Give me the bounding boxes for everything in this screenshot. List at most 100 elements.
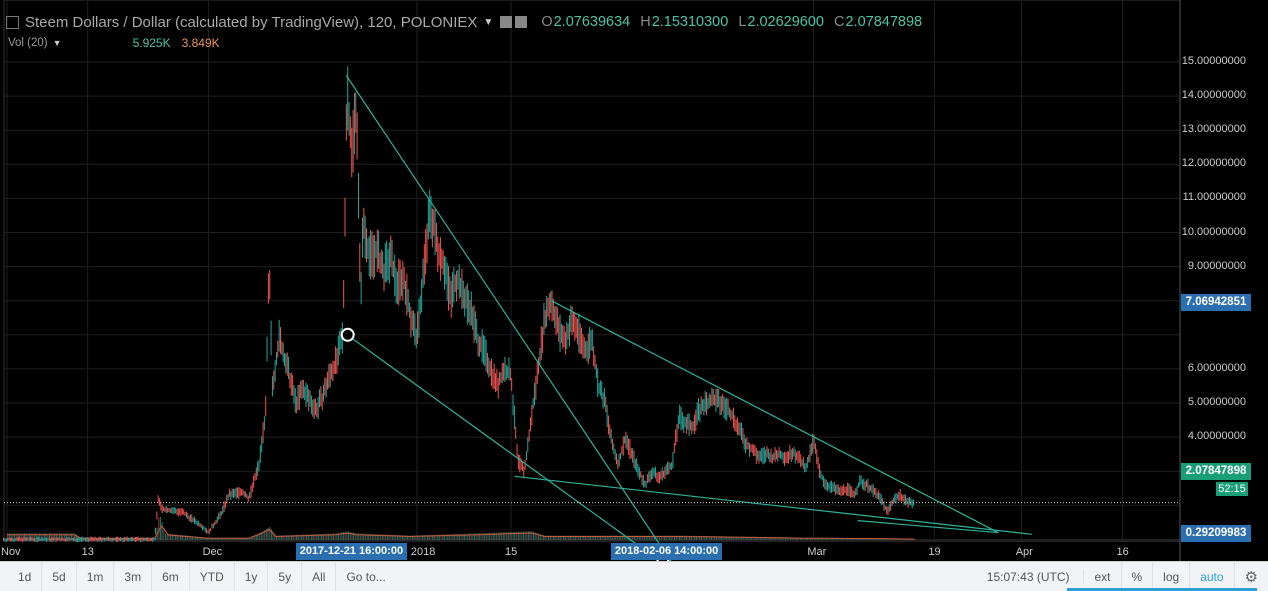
volume-bar	[640, 535, 642, 540]
volume-bar	[663, 535, 666, 540]
range-5y[interactable]: 5y	[268, 562, 303, 591]
volume-bar	[74, 533, 76, 540]
volume-bar	[262, 531, 264, 540]
volume-bar	[756, 536, 758, 540]
volume-bar	[727, 536, 729, 540]
volume-bar	[297, 534, 299, 540]
volume-bar	[722, 536, 724, 540]
clock[interactable]: 15:07:43 (UTC)	[973, 569, 1085, 584]
auto-toggle[interactable]: auto	[1190, 562, 1235, 591]
crosshair-time-label: 2018-02-06 14:00:00	[610, 543, 723, 560]
close-icon[interactable]	[112, 38, 122, 48]
volume-bar	[186, 535, 188, 540]
volume-bar	[579, 535, 582, 540]
close-value: C2.07847898	[834, 14, 923, 30]
volume-bar	[601, 535, 603, 540]
percent-toggle[interactable]: %	[1122, 562, 1154, 591]
volume-bar	[830, 537, 832, 540]
volume-bar	[791, 537, 793, 540]
volume-bar	[645, 535, 647, 540]
volume-bar	[761, 536, 763, 540]
volume-bar	[428, 534, 430, 540]
volume-bar	[124, 537, 126, 540]
range-ytd[interactable]: YTD	[190, 562, 235, 591]
volume-bar	[596, 535, 598, 540]
volume-bar	[393, 534, 395, 540]
volume-bar	[401, 535, 403, 540]
volume-bar	[260, 532, 262, 540]
settings-icon[interactable]	[67, 38, 77, 48]
volume-bar	[852, 538, 854, 540]
volume-bar	[841, 537, 844, 540]
volume-bar	[33, 533, 36, 540]
volume-bar	[457, 534, 459, 540]
volume-bar	[379, 534, 382, 540]
y-tick-label: 5.00000000	[1187, 396, 1246, 408]
volume-bar	[606, 535, 608, 540]
range-5d[interactable]: 5d	[42, 562, 77, 591]
volume-bar	[326, 533, 328, 540]
volume-bar	[70, 533, 73, 540]
hide-icon[interactable]	[515, 16, 528, 28]
volume-bar	[248, 537, 251, 540]
volume-bar	[57, 533, 59, 540]
volume-bar	[867, 538, 869, 540]
volume-bar	[642, 535, 644, 540]
volume-bar	[583, 535, 585, 540]
volume-bar	[210, 537, 212, 540]
volume-bar	[741, 536, 743, 540]
chevron-down-icon[interactable]: ▼	[52, 38, 62, 48]
range-1y[interactable]: 1y	[235, 562, 269, 591]
volume-bar	[13, 533, 15, 540]
chevron-down-icon[interactable]: ▼	[483, 16, 494, 28]
volume-bar	[702, 535, 704, 540]
volume-label[interactable]: Vol (20)	[8, 37, 48, 49]
volume-bar	[467, 533, 469, 540]
log-toggle[interactable]: log	[1153, 562, 1191, 591]
plot-area	[3, 0, 1181, 542]
volume-bar	[754, 536, 756, 540]
range-3m[interactable]: 3m	[114, 562, 153, 591]
symbol-title[interactable]: Steem Dollars / Dollar (calculated by Tr…	[25, 13, 478, 31]
price-chart[interactable]	[0, 0, 1268, 561]
volume-bar	[616, 535, 619, 540]
hide-icon[interactable]	[82, 38, 92, 48]
volume-bar	[237, 537, 239, 540]
range-all[interactable]: All	[302, 562, 337, 591]
volume-bar	[217, 537, 219, 540]
go-to-button[interactable]: Go to...	[346, 569, 386, 584]
volume-bar	[395, 534, 397, 540]
settings-icon[interactable]	[500, 16, 513, 28]
volume-bar	[637, 535, 639, 540]
volume-bar	[272, 531, 274, 540]
volume-bar	[161, 522, 163, 540]
volume-bar	[789, 537, 792, 540]
add-icon[interactable]	[97, 38, 107, 48]
collapse-icon[interactable]	[6, 15, 19, 29]
volume-bar	[598, 535, 600, 540]
range-1d[interactable]: 1d	[0, 562, 43, 591]
volume-bar	[613, 535, 615, 540]
gear-icon[interactable]: ⚙	[1244, 568, 1258, 586]
volume-bar	[556, 535, 558, 540]
volume-bar	[650, 535, 652, 540]
volume-bar	[527, 531, 529, 540]
volume-bar	[685, 535, 687, 540]
volume-price-label: 0.29209983	[1181, 525, 1251, 542]
volume-bar	[206, 537, 209, 540]
volume-bar	[610, 535, 612, 540]
volume-bar	[500, 532, 503, 540]
range-1m[interactable]: 1m	[77, 562, 115, 591]
y-tick-label: 13.00000000	[1181, 123, 1246, 136]
ext-toggle[interactable]: ext	[1084, 562, 1122, 591]
volume-bar	[390, 534, 392, 540]
volume-bar	[505, 532, 508, 540]
volume-bar	[215, 537, 217, 540]
volume-bar	[475, 533, 477, 540]
trend-line	[346, 334, 661, 561]
volume-bar	[840, 537, 842, 540]
range-6m[interactable]: 6m	[152, 562, 190, 591]
volume-bar	[514, 531, 516, 540]
volume-bar	[203, 537, 205, 540]
x-tick-label: 13	[81, 546, 94, 558]
